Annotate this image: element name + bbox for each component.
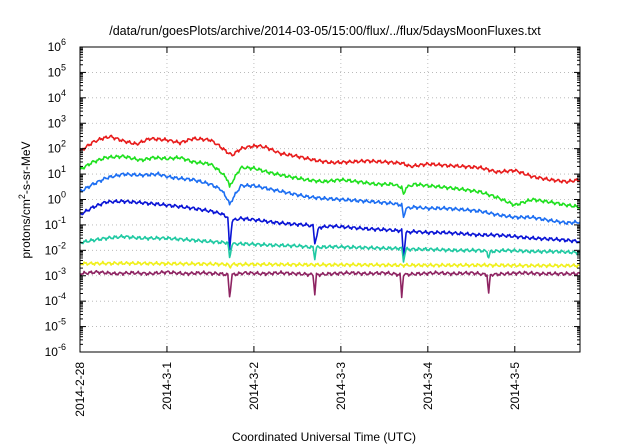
y-tick-label: 101 [48, 164, 66, 181]
y-tick-label: 102 [48, 139, 66, 156]
y-tick-label: 10-5 [45, 317, 66, 334]
x-tick-label: 2014-3-2 [247, 362, 261, 410]
series-line-1 [79, 134, 581, 184]
y-tick-label: 10-2 [45, 240, 66, 257]
y-tick-label: 103 [48, 113, 66, 130]
series-line-2 [79, 154, 581, 209]
series-layer [79, 134, 581, 299]
series-line-6 [79, 260, 581, 269]
y-axis-label-superscript: 2 [17, 194, 27, 199]
series-line-5 [80, 234, 581, 263]
x-tick-label: 2014-2-28 [73, 362, 87, 417]
chart-title: /data/run/goesPlots/archive/2014-03-05/1… [109, 24, 541, 38]
x-tick-label: 2014-3-1 [160, 362, 174, 410]
axis-ticks [79, 46, 580, 353]
series-line-7 [79, 269, 581, 299]
x-tick-label: 2014-3-4 [421, 362, 435, 410]
x-tick-label: 2014-3-5 [508, 362, 522, 410]
y-tick-label: 10-1 [45, 215, 66, 232]
x-axis-label: Coordinated Universal Time (UTC) [232, 430, 416, 444]
y-tick-label: 106 [48, 37, 66, 54]
y-axis-label-rest: -s-sr-MeV [19, 141, 33, 194]
y-axis-label: protons/cm2-s-sr-MeV [17, 141, 33, 258]
series-line-3 [79, 171, 581, 226]
series-line-4 [79, 199, 581, 260]
y-tick-label: 104 [48, 88, 66, 105]
y-axis-label-main: protons/cm [19, 199, 33, 258]
y-tick-label: 100 [48, 190, 66, 207]
y-tick-label: 10-3 [45, 266, 66, 283]
y-tick-label: 105 [48, 62, 66, 79]
y-tick-label: 10-6 [45, 342, 66, 359]
y-tick-label: 10-4 [45, 291, 66, 308]
y-axis-tick-labels: 10-6 10-5 10-4 10-3 10-2 10-1 100 101 102 103 104 1… [45, 37, 66, 359]
x-axis-tick-labels: 2014-2-28 2014-3-1 2014-3-2 2014-3-3 2014-3-… [73, 362, 522, 417]
x-tick-label: 2014-3-3 [334, 362, 348, 410]
